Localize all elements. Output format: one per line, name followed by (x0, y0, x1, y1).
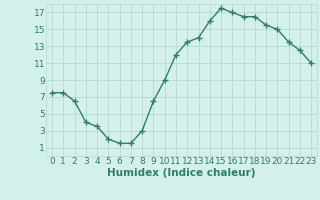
X-axis label: Humidex (Indice chaleur): Humidex (Indice chaleur) (107, 168, 256, 178)
